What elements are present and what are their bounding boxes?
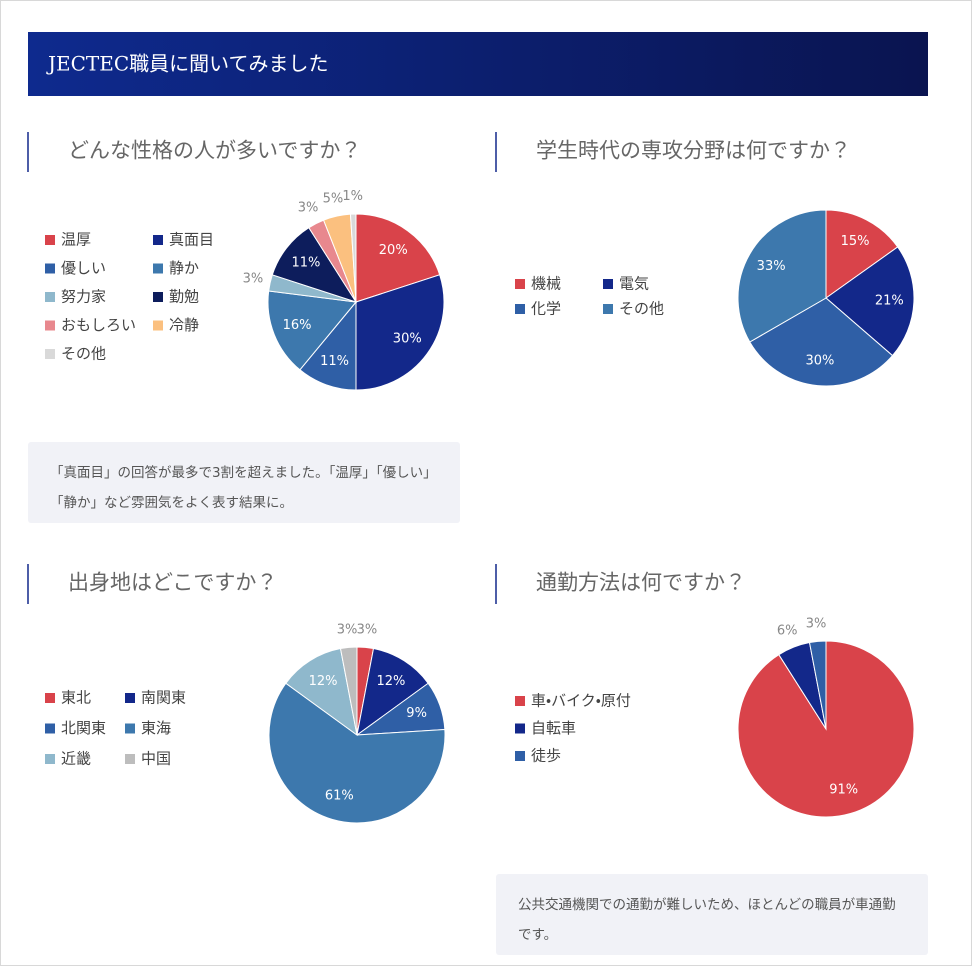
legend-label: 化学 [531,300,561,318]
legend-swatch [45,723,55,734]
legend-swatch [515,751,525,761]
slice-label: 15% [841,234,870,249]
legend-label: 自転車 [531,719,576,737]
legend-swatch [45,693,55,703]
legend-label: 機械 [531,275,561,293]
legend-label: 近畿 [61,750,91,768]
legend-label: おもしろい [61,316,136,334]
legend-label: その他 [619,300,664,318]
slice-label: 3% [243,271,264,286]
slice-label: 16% [283,318,312,333]
slice-label: 11% [291,256,320,271]
legend-label: 北関東 [61,719,106,737]
legend-label: 東海 [141,719,171,737]
pie-slice [355,274,445,391]
legend-label: 南関東 [141,689,186,707]
legend-swatch [125,693,135,703]
legend-swatch [153,320,163,331]
slice-label: 12% [309,674,338,689]
legend-label: 電気 [619,275,649,293]
legend-label: 優しい [61,259,106,277]
legend-label: 中国 [141,750,171,768]
pie-slice [825,209,899,299]
slice-label: 1% [342,189,363,204]
slice-label: 3% [298,200,319,215]
slice-label: 3% [337,622,358,637]
pie-slice [808,640,827,730]
note: 「真面目」の回答が最多で3割を超えました。「温厚」「優しい」「静か」など雰囲気を… [28,442,460,523]
slice-label: 61% [325,788,354,803]
section-title: 学生時代の専攻分野は何ですか？ [536,139,851,163]
slice-label: 33% [757,259,786,274]
slice-label: 11% [320,354,349,369]
legend-label: 勤勉 [169,288,199,306]
legend-label: 真面目 [169,231,214,249]
legend-swatch [45,349,55,359]
slice-label: 20% [379,243,408,258]
slice-label: 91% [829,782,858,797]
header-banner [28,32,928,96]
pie-slice [356,647,429,737]
section-title: どんな性格の人が多いですか？ [68,139,361,163]
legend-label: 東北 [61,689,91,707]
legend-swatch [45,320,55,331]
legend-label: 静か [169,259,199,277]
legend-label: その他 [61,345,106,363]
slice-label: 3% [806,616,827,631]
legend-swatch [153,292,163,302]
legend-label: 温厚 [61,231,91,249]
slice-label: 30% [393,332,422,347]
slice-label: 5% [323,191,344,206]
legend-swatch [603,304,613,314]
pie-slice [267,290,357,371]
legend-swatch [45,263,55,274]
pie-slice [349,213,357,303]
legend-swatch [125,754,135,764]
note: 公共交通機関での通勤が難しいため、ほとんどの職員が車通勤です。 [496,874,928,955]
legend-swatch [515,723,525,734]
legend-swatch [45,754,55,764]
legend-swatch [45,292,55,302]
header-title: JECTEC職員に聞いてみました [46,52,329,76]
section-title: 通勤方法は何ですか？ [536,571,746,595]
slice-label: 6% [777,623,798,638]
pie-slice [355,213,441,303]
slice-label: 3% [357,622,378,637]
legend-swatch [125,723,135,734]
legend-swatch [153,235,163,245]
pie-slice [285,647,358,737]
legend-swatch [45,235,55,245]
legend-swatch [153,263,163,274]
section-title: 出身地はどこですか？ [68,571,277,595]
pie-slice [737,209,827,343]
slice-label: 12% [376,674,405,689]
slice-label: 9% [406,706,427,721]
pie-slice [268,682,446,824]
pie-slice [339,646,358,736]
legend-swatch [515,279,525,289]
legend-label: 冷静 [169,316,199,334]
legend-swatch [515,696,525,706]
legend-label: 努力家 [61,288,106,306]
slice-label: 21% [875,294,904,309]
legend-label: 車・バイク・原付 [531,692,631,710]
legend-label: 徒歩 [531,747,561,765]
pie-slice [749,297,894,387]
slice-label: 30% [806,354,835,369]
legend-swatch [515,304,525,314]
legend-swatch [603,279,613,289]
pie-slice [825,246,915,357]
